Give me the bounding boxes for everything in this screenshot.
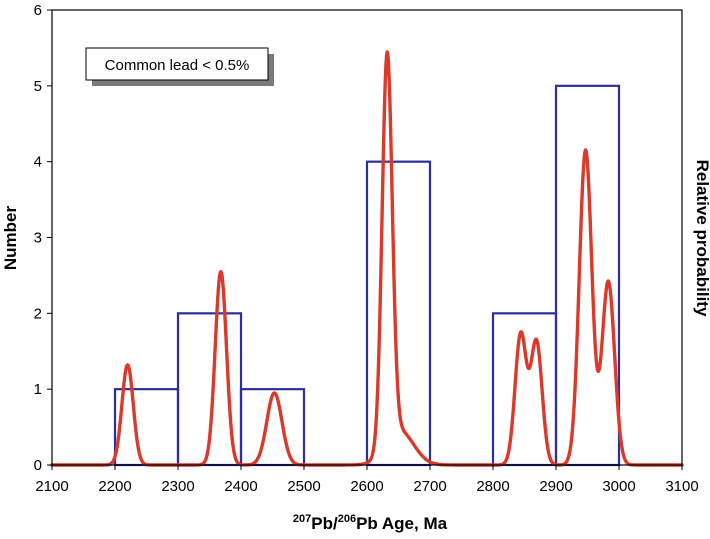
histogram-bar-2900	[554, 84, 621, 467]
y-tick-label: 5	[34, 78, 42, 95]
y-axis-label: Number	[1, 206, 20, 271]
y-tick-label: 4	[34, 154, 42, 171]
x-axis-label: 207Pb/206Pb Age, Ma	[293, 513, 448, 533]
annotation-box: Common lead < 0.5%	[85, 47, 274, 86]
x-axis-label-sup1: 207	[293, 513, 311, 525]
x-tick-label: 2700	[413, 478, 446, 495]
annotation-text: Common lead < 0.5%	[105, 57, 250, 74]
x-tick-label: 2100	[35, 478, 68, 495]
x-tick-label: 2600	[350, 478, 383, 495]
y-tick-label: 6	[34, 2, 42, 19]
histogram-bar-2200	[113, 388, 180, 467]
x-axis-label-sup2: 206	[338, 513, 356, 525]
x-tick-label: 2400	[224, 478, 257, 495]
x-tick-label: 2900	[539, 478, 572, 495]
x-axis-label-part1: Pb/	[311, 514, 338, 533]
y-tick-label: 1	[34, 381, 42, 398]
x-axis-ticks: 2100 2200 2300 2400 2500 2600 2700 2800 2900 3000…	[35, 465, 699, 495]
y-axis-ticks: 0 1 2 3 4 5 6	[34, 2, 52, 474]
x-tick-label: 3000	[602, 478, 635, 495]
x-tick-label: 2500	[287, 478, 320, 495]
x-tick-label: 2200	[98, 478, 131, 495]
x-axis-label-part2: Pb Age, Ma	[356, 514, 448, 533]
x-tick-label: 2800	[476, 478, 509, 495]
y-tick-label: 0	[34, 457, 42, 474]
y-tick-label: 2	[34, 305, 42, 322]
x-tick-label: 2300	[161, 478, 194, 495]
y-tick-label: 3	[34, 230, 42, 247]
x-tick-label: 3100	[665, 478, 698, 495]
y2-axis-label: Relative probability	[693, 160, 710, 317]
